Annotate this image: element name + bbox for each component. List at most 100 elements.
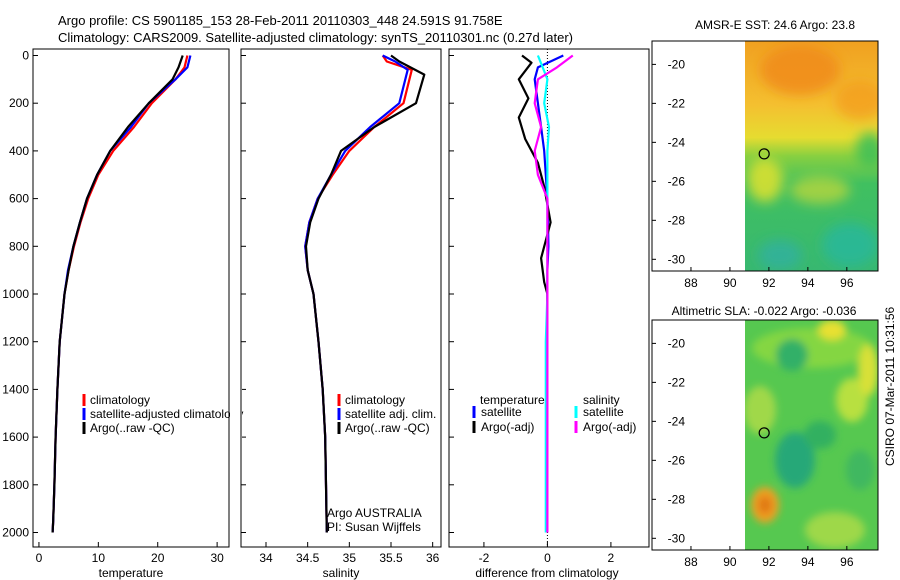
- x-tick-label: 2: [608, 551, 615, 565]
- argo-program-label: Argo AUSTRALIA: [327, 506, 422, 520]
- map-y-tick-label: -28: [668, 213, 686, 227]
- temperature-legend: climatology satellite-adjusted climatolo…: [82, 393, 243, 435]
- temperature-panel: 0 200 400 600 800 1000 1200 1400 1600 1800 2000 0 1…: [2, 48, 454, 580]
- series-line-satellite-adj-clim-: [304, 54, 409, 533]
- legend-label-climatology: climatology: [90, 393, 150, 407]
- y-tick-label: 2000: [2, 526, 29, 540]
- series-line-climatology: [51, 55, 189, 533]
- sst-map-panel: AMSR-E SST: 24.6 Argo: 23.8 88 90 92 94 96 -2…: [651, 18, 879, 290]
- temperature-xlabel: temperature: [99, 566, 164, 580]
- map-x-tick-label: 94: [801, 555, 815, 569]
- map-x-tick-label: 96: [840, 555, 854, 569]
- map-x-tick-label: 96: [840, 276, 854, 290]
- legend-label-sal-satellite: satellite: [583, 405, 624, 419]
- legend-label-satellite: satellite adj. clim.: [345, 407, 436, 421]
- sst-heatmap: [745, 41, 878, 271]
- figure-title-line1: Argo profile: CS 5901185_153 28-Feb-2011…: [58, 13, 503, 28]
- salinity-axes-frame: [240, 48, 442, 548]
- depth-axis: 0 200 400 600 800 1000 1200 1400 1600 1800 2000: [2, 49, 454, 540]
- map-y-tick-label: -30: [668, 531, 686, 545]
- map-x-tick-label: 92: [762, 276, 776, 290]
- series-line-salinity-satellite: [536, 55, 551, 533]
- x-tick-label: 36: [426, 551, 440, 565]
- legend-label-sal-argo: Argo(-adj): [583, 420, 636, 434]
- map-y-tick-label: -20: [668, 57, 686, 71]
- series-line-argo-raw-qc-: [51, 55, 184, 533]
- map-y-tick-label: -26: [668, 453, 686, 467]
- legend-title-salinity: salinity: [583, 393, 620, 407]
- map-x-tick-label: 88: [684, 276, 698, 290]
- y-tick-label: 1400: [2, 382, 29, 396]
- sla-axis-ticks: 88 90 92 94 96 -20 -22 -24 -26 -28 -30: [652, 336, 854, 569]
- map-y-tick-label: -24: [668, 414, 686, 428]
- legend-title-temperature: temperature: [480, 393, 545, 407]
- sla-axes-frame: [651, 319, 879, 551]
- map-y-tick-label: -22: [668, 375, 686, 389]
- legend-label-satellite: satellite-adjusted climatology: [90, 407, 243, 421]
- x-tick-label: 35.5: [379, 551, 403, 565]
- y-tick-label: 1200: [2, 335, 29, 349]
- x-tick-label: 0: [544, 551, 551, 565]
- difference-legend: temperature satellite Argo(-adj) salinit…: [472, 393, 636, 434]
- map-y-tick-label: -20: [668, 336, 686, 350]
- difference-xlabel: difference from climatology: [475, 566, 618, 580]
- argo-profile-marker: [758, 427, 770, 439]
- temperature-series: [51, 55, 192, 533]
- figure-title-line2: Climatology: CARS2009. Satellite-adjuste…: [58, 30, 573, 45]
- map-y-tick-label: -30: [668, 252, 686, 266]
- temperature-axes-frame: [32, 48, 230, 548]
- map-x-tick-label: 88: [684, 555, 698, 569]
- y-tick-label: 400: [9, 144, 29, 158]
- y-tick-label: 800: [9, 239, 29, 253]
- x-tick-label: 34: [259, 551, 273, 565]
- x-tick-label: 0: [36, 551, 43, 565]
- map-x-tick-label: 90: [723, 555, 737, 569]
- legend-overflow-mask: [230, 385, 242, 445]
- salinity-panel: 34 34.5 35 35.5 36 salinity climatology sate…: [240, 48, 442, 580]
- x-tick-label: 35: [343, 551, 357, 565]
- difference-x-axis: -2 0 2: [479, 542, 615, 565]
- difference-series: [517, 54, 574, 533]
- map-y-tick-label: -22: [668, 96, 686, 110]
- temperature-x-axis: 0 10 20 30: [36, 542, 224, 565]
- legend-label-temp-argo: Argo(-adj): [481, 420, 534, 434]
- x-tick-label: 20: [151, 551, 165, 565]
- csiro-timestamp-label: CSIRO 07-Mar-2011 10:31:56: [883, 306, 897, 466]
- x-tick-label: -2: [479, 551, 490, 565]
- sst-map-title: AMSR-E SST: 24.6 Argo: 23.8: [695, 18, 855, 32]
- series-line-climatology: [304, 54, 413, 533]
- sla-heatmap: [745, 320, 878, 550]
- salinity-legend: climatology satellite adj. clim. Argo(..…: [337, 393, 436, 435]
- difference-axes-frame: [448, 48, 650, 548]
- principal-investigator-label: PI: Susan Wijffels: [327, 520, 421, 534]
- sst-axes-frame: [651, 40, 879, 272]
- map-x-tick-label: 94: [801, 276, 815, 290]
- x-tick-label: 34.5: [296, 551, 320, 565]
- map-y-tick-label: -28: [668, 492, 686, 506]
- sst-axis-ticks: 88 90 92 94 96 -20 -22 -24 -26 -28 -30: [652, 57, 854, 290]
- y-tick-label: 0: [22, 49, 29, 63]
- map-x-tick-label: 92: [762, 555, 776, 569]
- y-tick-label: 1600: [2, 430, 29, 444]
- x-tick-label: 10: [92, 551, 106, 565]
- y-tick-label: 1800: [2, 478, 29, 492]
- legend-label-climatology: climatology: [345, 393, 405, 407]
- salinity-x-axis: 34 34.5 35 35.5 36: [259, 542, 440, 565]
- map-x-tick-label: 90: [723, 276, 737, 290]
- legend-label-argo: Argo(..raw -QC): [90, 421, 175, 435]
- legend-label-argo: Argo(..raw -QC): [345, 421, 430, 435]
- x-tick-label: 30: [210, 551, 224, 565]
- y-tick-label: 600: [9, 192, 29, 206]
- series-line-argo-raw-qc-: [304, 54, 426, 533]
- legend-label-temp-satellite: satellite: [481, 405, 522, 419]
- y-tick-label: 200: [9, 96, 29, 110]
- series-line-salinity-argo-adj-: [533, 54, 574, 533]
- map-y-tick-label: -24: [668, 135, 686, 149]
- sla-map-panel: Altimetric SLA: -0.022 Argo: -0.036 88 90…: [651, 304, 879, 569]
- map-y-tick-label: -26: [668, 174, 686, 188]
- salinity-xlabel: salinity: [323, 566, 360, 580]
- sla-map-title: Altimetric SLA: -0.022 Argo: -0.036: [672, 304, 857, 318]
- salinity-series: [304, 54, 426, 533]
- argo-profile-marker: [758, 148, 770, 160]
